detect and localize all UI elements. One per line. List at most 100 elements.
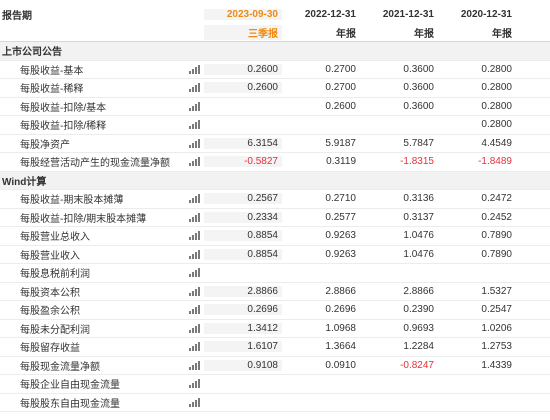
bar-chart-icon[interactable] <box>189 305 200 315</box>
bar-chart-icon[interactable] <box>189 194 200 204</box>
value-cell: 0.2800 <box>481 63 512 75</box>
section-title: Wind计算 <box>2 176 47 188</box>
table-row: 每股净资产 6.3154 5.9187 5.7847 4.4549 <box>0 135 550 153</box>
value-cell: 1.0476 <box>403 230 434 242</box>
value-cell: 0.0910 <box>325 359 356 371</box>
value-cell: 0.2452 <box>481 211 512 223</box>
bar-chart-icon[interactable] <box>189 138 200 148</box>
value-cell: 1.4339 <box>481 359 512 371</box>
period-date-3: 2020-12-31 <box>460 9 512 20</box>
value-cell: 0.7890 <box>481 248 512 260</box>
table-row: 每股收益-基本 0.2600 0.2700 0.3600 0.2800 <box>0 61 550 79</box>
row-label: 每股营业总收入 <box>20 232 90 244</box>
section-header: Wind计算 <box>0 171 550 190</box>
value-cell: 0.2700 <box>325 82 356 94</box>
bar-chart-icon[interactable] <box>189 120 200 130</box>
value-cell: 1.3664 <box>325 341 356 353</box>
period-type-2: 年报 <box>414 28 434 40</box>
table-row: 每股资本公积 2.8866 2.8866 2.8866 1.5327 <box>0 283 550 301</box>
period-type-0: 三季报 <box>204 24 282 40</box>
value-cell: 0.2390 <box>403 304 434 316</box>
row-label: 每股企业自由现金流量 <box>20 380 120 392</box>
bar-chart-icon[interactable] <box>189 397 200 407</box>
table-row: 每股收益-扣除/期末股本摊薄 0.2334 0.2577 0.3137 0.2452 <box>0 209 550 227</box>
report-period-label: 报告期 <box>2 11 32 22</box>
table-row: 每股营业总收入 0.8854 0.9263 1.0476 0.7890 <box>0 227 550 246</box>
section-title: 上市公司公告 <box>2 47 62 59</box>
table-row: 每股息税前利润 <box>0 264 550 283</box>
value-cell: 1.0476 <box>403 248 434 260</box>
table-row: 每股企业自由现金流量 <box>0 375 550 394</box>
value-cell: 0.9263 <box>325 230 356 242</box>
value-cell: 1.2753 <box>481 341 512 353</box>
row-label: 每股现金流量净额 <box>20 361 100 373</box>
bar-chart-icon[interactable] <box>189 379 200 389</box>
value-cell: 0.2600 <box>204 82 282 94</box>
bar-chart-icon[interactable] <box>189 231 200 241</box>
value-cell: 6.3154 <box>204 137 282 149</box>
value-cell: 0.2800 <box>481 119 512 131</box>
value-cell: -1.8315 <box>400 156 434 168</box>
value-cell: 0.2547 <box>481 304 512 316</box>
row-label: 每股收益-扣除/基本 <box>20 102 107 114</box>
row-label: 每股息税前利润 <box>20 269 90 281</box>
value-cell: 0.2696 <box>204 304 282 316</box>
table-row: 每股收益-期末股本摊薄 0.2567 0.2710 0.3136 0.2472 <box>0 190 550 209</box>
table-row: 每股营业收入 0.8854 0.9263 1.0476 0.7890 <box>0 246 550 264</box>
table-row: 每股盈余公积 0.2696 0.2696 0.2390 0.2547 <box>0 301 550 320</box>
value-cell: 0.8854 <box>204 248 282 260</box>
table-row: 每股现金流量净额 0.9108 0.0910 -0.8247 1.4339 <box>0 357 550 375</box>
financial-indicators-table: 报告期 2023-09-30 2022-12-31 2021-12-31 202… <box>0 6 550 412</box>
bar-chart-icon[interactable] <box>189 323 200 333</box>
value-cell: 5.7847 <box>403 137 434 149</box>
bar-chart-icon[interactable] <box>189 286 200 296</box>
bar-chart-icon[interactable] <box>189 212 200 222</box>
value-cell: 0.3600 <box>403 100 434 112</box>
value-cell: 1.5327 <box>481 285 512 297</box>
bar-chart-icon[interactable] <box>189 157 200 167</box>
row-label: 每股收益-期末股本摊薄 <box>20 195 124 207</box>
value-cell: 1.0206 <box>481 322 512 334</box>
period-type-1: 年报 <box>336 28 356 40</box>
value-cell: 0.2567 <box>204 193 282 205</box>
bar-chart-icon[interactable] <box>189 64 200 74</box>
value-cell: 0.2600 <box>204 63 282 75</box>
bar-chart-icon[interactable] <box>189 268 200 278</box>
row-label: 每股未分配利润 <box>20 324 90 336</box>
value-cell: 2.8866 <box>403 285 434 297</box>
value-cell: 0.3119 <box>326 156 356 168</box>
header-type-row: 三季报 年报 年报 年报 <box>0 23 550 42</box>
row-label: 每股经营活动产生的现金流量净额 <box>20 158 170 170</box>
row-label: 每股留存收益 <box>20 343 80 355</box>
bar-chart-icon[interactable] <box>189 101 200 111</box>
section-header: 上市公司公告 <box>0 42 550 61</box>
value-cell: 0.2800 <box>481 82 512 94</box>
value-cell: 1.2284 <box>403 341 434 353</box>
table-row: 每股股东自由现金流量 <box>0 394 550 412</box>
value-cell: 2.8866 <box>325 285 356 297</box>
row-label: 每股收益-扣除/稀释 <box>20 121 107 133</box>
value-cell: -1.8489 <box>478 156 512 168</box>
value-cell: 0.2696 <box>325 304 356 316</box>
bar-chart-icon[interactable] <box>189 249 200 259</box>
value-cell: 0.2800 <box>481 100 512 112</box>
row-label: 每股收益-扣除/期末股本摊薄 <box>20 213 147 225</box>
table-row: 每股未分配利润 1.3412 1.0968 0.9693 1.0206 <box>0 320 550 338</box>
value-cell: -0.8247 <box>400 359 434 371</box>
table-row: 每股收益-扣除/稀释 0.2800 <box>0 116 550 135</box>
bar-chart-icon[interactable] <box>189 360 200 370</box>
value-cell: 4.4549 <box>481 137 512 149</box>
value-cell: 0.9263 <box>325 248 356 260</box>
table-row: 每股经营活动产生的现金流量净额 -0.5827 0.3119 -1.8315 -1.84… <box>0 153 550 172</box>
value-cell: 0.2577 <box>325 211 356 223</box>
value-cell: 1.6107 <box>204 341 282 353</box>
row-label: 每股股东自由现金流量 <box>20 398 120 410</box>
value-cell: 1.0968 <box>325 322 356 334</box>
bar-chart-icon[interactable] <box>189 83 200 93</box>
row-label: 每股收益-稀释 <box>20 84 84 96</box>
period-date-0: 2023-09-30 <box>204 9 282 20</box>
period-type-3: 年报 <box>492 28 512 40</box>
bar-chart-icon[interactable] <box>189 342 200 352</box>
value-cell: -0.5827 <box>204 156 282 168</box>
value-cell: 0.3600 <box>403 63 434 75</box>
